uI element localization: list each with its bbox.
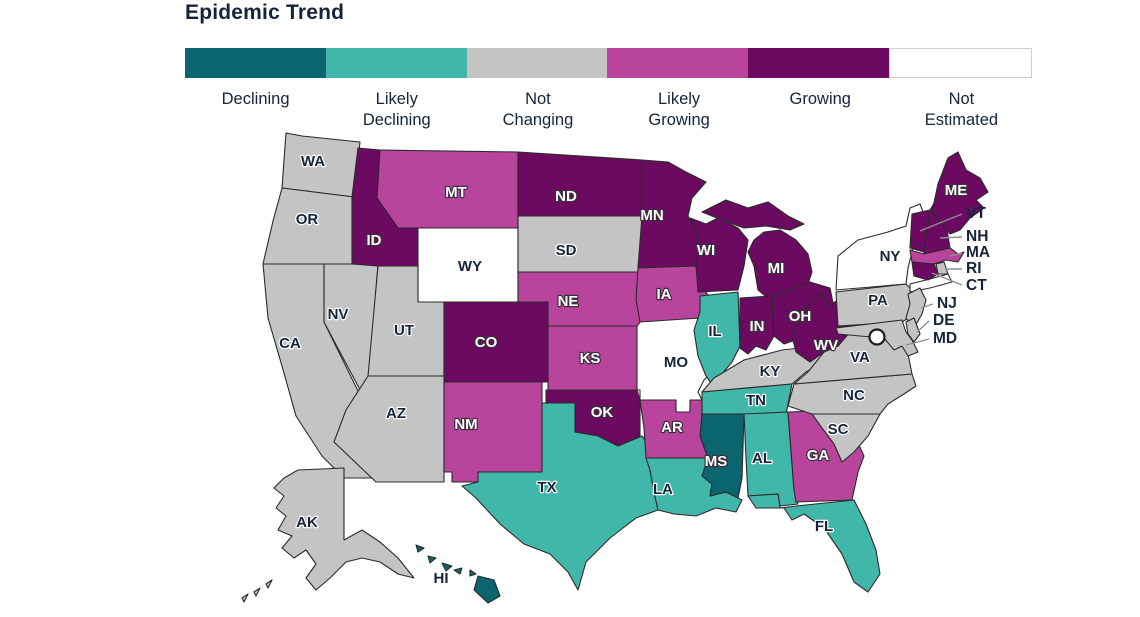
state-label-WA: WA <box>301 153 325 170</box>
state-label-NE: NE <box>558 293 579 310</box>
state-label-WI: WI <box>697 242 715 259</box>
state-label-NH: NH <box>966 228 988 245</box>
state-label-WV: WV <box>814 337 838 354</box>
legend-label-not_estimated: Not Estimated <box>924 90 999 129</box>
state-label-MN: MN <box>640 207 663 224</box>
state-label-NV: NV <box>328 306 349 323</box>
dc-marker[interactable] <box>868 328 886 346</box>
state-ND[interactable] <box>517 151 643 217</box>
legend-swatch-not_estimated <box>889 48 1032 78</box>
legend-labels: Declining Likely Declining Not Changing Lik… <box>185 89 1032 130</box>
state-label-SC: SC <box>828 421 849 438</box>
state-NC[interactable] <box>787 373 917 415</box>
page-title: Epidemic Trend <box>185 1 345 24</box>
state-label-MI: MI <box>768 260 785 277</box>
leader-lines-layer <box>905 213 963 346</box>
state-label-AZ: AZ <box>386 405 406 422</box>
legend-label-likely_growing: Likely Growing <box>648 90 710 129</box>
state-label-TX: TX <box>537 479 556 496</box>
state-label-NC: NC <box>843 387 865 404</box>
state-label-VA: VA <box>850 349 870 366</box>
labels-layer: WA OR CA NV ID MT WY UT CO AZ NM ND SD NE KS OK TX MN IA MO… <box>278 152 990 588</box>
leader-line-DE <box>916 320 930 333</box>
leader-line-NH <box>939 236 963 239</box>
legend-swatch-declining <box>185 48 326 78</box>
state-label-MT: MT <box>445 184 467 201</box>
state-label-NM: NM <box>454 416 477 433</box>
state-label-DE: DE <box>933 312 955 329</box>
state-AZ[interactable] <box>333 375 445 483</box>
state-label-CT: CT <box>966 277 987 294</box>
state-label-AR: AR <box>661 419 683 436</box>
state-label-ME: ME <box>945 182 968 199</box>
leader-line-VT <box>919 213 963 232</box>
state-label-OR: OR <box>296 211 319 228</box>
state-label-MA: MA <box>966 244 990 261</box>
state-label-NJ: NJ <box>937 295 957 312</box>
state-RI[interactable] <box>935 261 949 275</box>
state-label-ID: ID <box>367 232 382 249</box>
state-AK[interactable] <box>241 467 415 603</box>
state-SD[interactable] <box>517 215 647 273</box>
legend: Declining Likely Declining Not Changing Lik… <box>185 48 1032 130</box>
state-WI[interactable] <box>689 217 749 293</box>
state-label-MD: MD <box>933 330 957 347</box>
state-label-UT: UT <box>394 322 414 339</box>
state-label-OK: OK <box>591 404 614 421</box>
state-label-KS: KS <box>580 350 601 367</box>
state-label-KY: KY <box>760 363 781 380</box>
state-label-MS: MS <box>705 453 728 470</box>
state-label-VT: VT <box>966 205 986 222</box>
state-label-RI: RI <box>966 260 982 277</box>
legend-color-bar <box>185 48 1032 78</box>
state-TX[interactable] <box>461 402 659 591</box>
legend-swatch-growing <box>748 48 890 78</box>
state-label-OH: OH <box>789 308 812 325</box>
state-label-CO: CO <box>475 334 498 351</box>
legend-label-not_changing: Not Changing <box>502 90 574 129</box>
state-label-AL: AL <box>752 450 772 467</box>
state-label-IL: IL <box>708 323 721 340</box>
state-label-SD: SD <box>556 242 577 259</box>
legend-label-growing: Growing <box>789 90 851 108</box>
state-label-ND: ND <box>555 188 577 205</box>
state-label-FL: FL <box>815 518 833 535</box>
state-label-NY: NY <box>880 248 901 265</box>
state-ME[interactable] <box>931 151 989 235</box>
state-CT[interactable] <box>911 261 939 281</box>
leader-line-NJ <box>920 303 934 309</box>
state-NJ[interactable] <box>905 287 927 329</box>
legend-swatch-likely_declining <box>325 48 467 78</box>
legend-label-likely_declining: Likely Declining <box>362 90 431 129</box>
leader-line-CT <box>931 272 963 286</box>
state-label-PA: PA <box>868 292 888 309</box>
state-label-MO: MO <box>664 354 688 371</box>
leader-line-MA <box>949 252 963 257</box>
state-MS[interactable] <box>699 413 745 499</box>
state-label-WY: WY <box>458 258 482 275</box>
legend-swatch-not_changing <box>466 48 608 78</box>
legend-swatch-likely_growing <box>607 48 749 78</box>
state-HI[interactable] <box>415 544 501 604</box>
state-SC[interactable] <box>811 413 881 463</box>
state-FL[interactable] <box>747 493 881 593</box>
state-label-TN: TN <box>746 392 766 409</box>
legend-label-declining: Declining <box>221 90 290 108</box>
state-label-GA: GA <box>807 447 830 464</box>
state-MD[interactable] <box>835 319 919 357</box>
state-label-IN: IN <box>750 318 765 335</box>
state-label-IA: IA <box>657 286 672 303</box>
state-label-CA: CA <box>279 335 301 352</box>
states-layer <box>241 132 989 604</box>
state-label-HI: HI <box>434 570 449 587</box>
leader-line-MD <box>905 338 930 346</box>
state-label-LA: LA <box>653 481 673 498</box>
state-label-AK: AK <box>296 514 318 531</box>
